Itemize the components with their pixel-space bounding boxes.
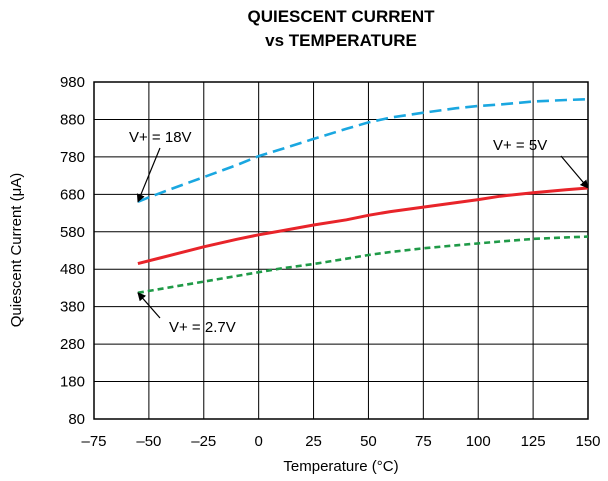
annotations: V+ = 18V V+ = 5V V+ = 2.7V — [129, 129, 589, 336]
y-tick-label: 680 — [60, 186, 85, 203]
y-tick-label: 180 — [60, 374, 85, 391]
x-tick-label: 25 — [305, 433, 322, 450]
x-tick-label: –75 — [81, 433, 106, 450]
annotation-arrow — [137, 292, 161, 319]
y-tick-label: 780 — [60, 149, 85, 166]
y-tick-label: 380 — [60, 299, 85, 316]
x-axis-label: Temperature (°C) — [283, 458, 398, 475]
series-line-3 — [137, 235, 589, 295]
y-tick-label: 980 — [60, 74, 85, 91]
x-tick-label: 125 — [521, 433, 546, 450]
x-tick-label: –50 — [136, 433, 161, 450]
data-series — [137, 97, 589, 295]
annotation-arrow — [136, 147, 161, 203]
x-tick-label: 100 — [466, 433, 491, 450]
x-tick-label: 50 — [360, 433, 377, 450]
x-tick-label: 75 — [415, 433, 432, 450]
x-tick-label: –25 — [191, 433, 216, 450]
x-axis-ticks: –75 –50 –25 0 25 50 75 100 125 150 — [81, 433, 600, 450]
series-line-2 — [137, 186, 589, 266]
y-tick-label: 480 — [60, 261, 85, 278]
y-tick-label: 280 — [60, 336, 85, 353]
annotation-label: V+ = 5V — [493, 137, 547, 154]
x-tick-label: 0 — [254, 433, 262, 450]
annotation-label: V+ = 2.7V — [169, 319, 236, 336]
series-line-1 — [137, 97, 589, 204]
chart-title: QUIESCENT CURRENT — [247, 7, 435, 26]
chart-subtitle: vs TEMPERATURE — [265, 31, 417, 50]
y-axis-ticks: 80 180 280 380 480 580 680 780 880 980 — [60, 74, 85, 428]
y-tick-label: 880 — [60, 111, 85, 128]
grid-lines — [94, 82, 588, 419]
y-axis-label: Quiescent Current (μA) — [8, 173, 25, 328]
annotation-label: V+ = 18V — [129, 129, 192, 146]
plot-area — [93, 81, 589, 420]
y-tick-label: 580 — [60, 224, 85, 241]
annotation-arrow — [560, 155, 589, 189]
y-tick-label: 80 — [68, 411, 85, 428]
x-tick-label: 150 — [575, 433, 600, 450]
